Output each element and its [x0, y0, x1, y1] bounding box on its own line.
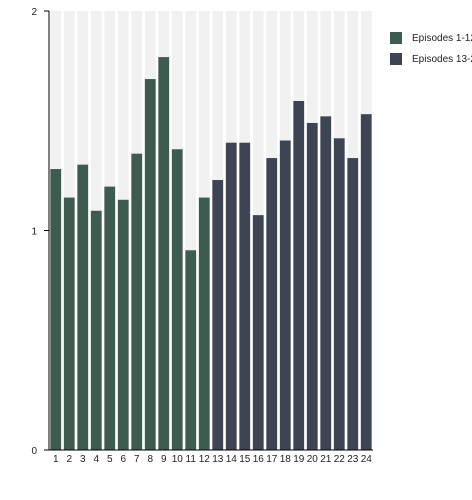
x-tick-label: 23: [347, 454, 359, 465]
bar-19: [293, 100, 305, 451]
x-tick-label: 13: [212, 454, 224, 465]
legend-swatch-series-1: [390, 32, 402, 44]
x-tick-label: 2: [66, 454, 72, 465]
bar-18: [279, 140, 291, 450]
bar-17: [266, 158, 278, 450]
bar-6: [117, 199, 129, 450]
x-tick-label: 15: [239, 454, 251, 465]
bar-3: [77, 164, 89, 450]
bar-10: [171, 149, 183, 450]
bar-21: [320, 116, 332, 451]
legend-label-series-2: Episodes 13-24: [412, 53, 472, 65]
legend-item-series-1: Episodes 1-12: [390, 30, 472, 46]
x-tick-label: 11: [186, 454, 197, 465]
x-tick-label: 19: [293, 454, 305, 465]
x-tick-label: 14: [226, 454, 238, 465]
bar-5: [104, 186, 116, 450]
bar-2: [63, 197, 75, 450]
legend-item-series-2: Episodes 13-24: [390, 51, 472, 67]
x-tick-label: 16: [253, 454, 265, 465]
bar-15: [239, 142, 251, 450]
legend: Episodes 1-12 Episodes 13-24: [390, 30, 472, 72]
legend-swatch-series-2: [390, 53, 402, 65]
bar-22: [333, 138, 345, 450]
bar-1: [50, 169, 62, 451]
legend-label-series-1: Episodes 1-12: [412, 32, 472, 44]
bar-23: [347, 158, 359, 450]
background-stripe: [185, 11, 197, 450]
x-tick-label: 24: [361, 454, 373, 465]
bar-7: [131, 153, 143, 451]
x-tick-label: 22: [334, 454, 346, 465]
x-tick-label: 18: [280, 454, 292, 465]
x-tick-label: 4: [93, 454, 99, 465]
bar-9: [158, 57, 170, 450]
y-tick-label: 1: [31, 227, 37, 238]
x-tick-label: 9: [161, 454, 167, 465]
bar-16: [252, 215, 264, 450]
x-tick-label: 8: [147, 454, 153, 465]
x-tick-label: 10: [172, 454, 184, 465]
bar-20: [306, 122, 318, 450]
bar-24: [360, 114, 372, 450]
y-axis-ticks: 0 1 2: [31, 7, 49, 457]
bars: [50, 57, 372, 451]
x-tick-label: 6: [120, 454, 126, 465]
x-tick-label: 17: [266, 454, 278, 465]
x-tick-label: 7: [134, 454, 140, 465]
y-tick-label: 0: [31, 446, 37, 457]
x-tick-label: 5: [107, 454, 113, 465]
x-tick-label: 1: [53, 454, 59, 465]
x-tick-label: 21: [320, 454, 332, 465]
bar-12: [198, 197, 210, 450]
x-tick-label: 3: [80, 454, 86, 465]
x-tick-label: 20: [307, 454, 319, 465]
x-tick-label: 12: [199, 454, 211, 465]
bar-13: [212, 180, 224, 450]
y-tick-label: 2: [31, 7, 37, 18]
bar-11: [185, 250, 197, 450]
x-axis-ticks: 1 2 3 4 5 6 7 8 9 10 11 12 13 14 15 16 17 18 19 20 21 22 23 24: [53, 454, 372, 465]
bar-4: [90, 210, 102, 450]
bar-14: [225, 142, 237, 450]
bar-8: [144, 79, 156, 451]
